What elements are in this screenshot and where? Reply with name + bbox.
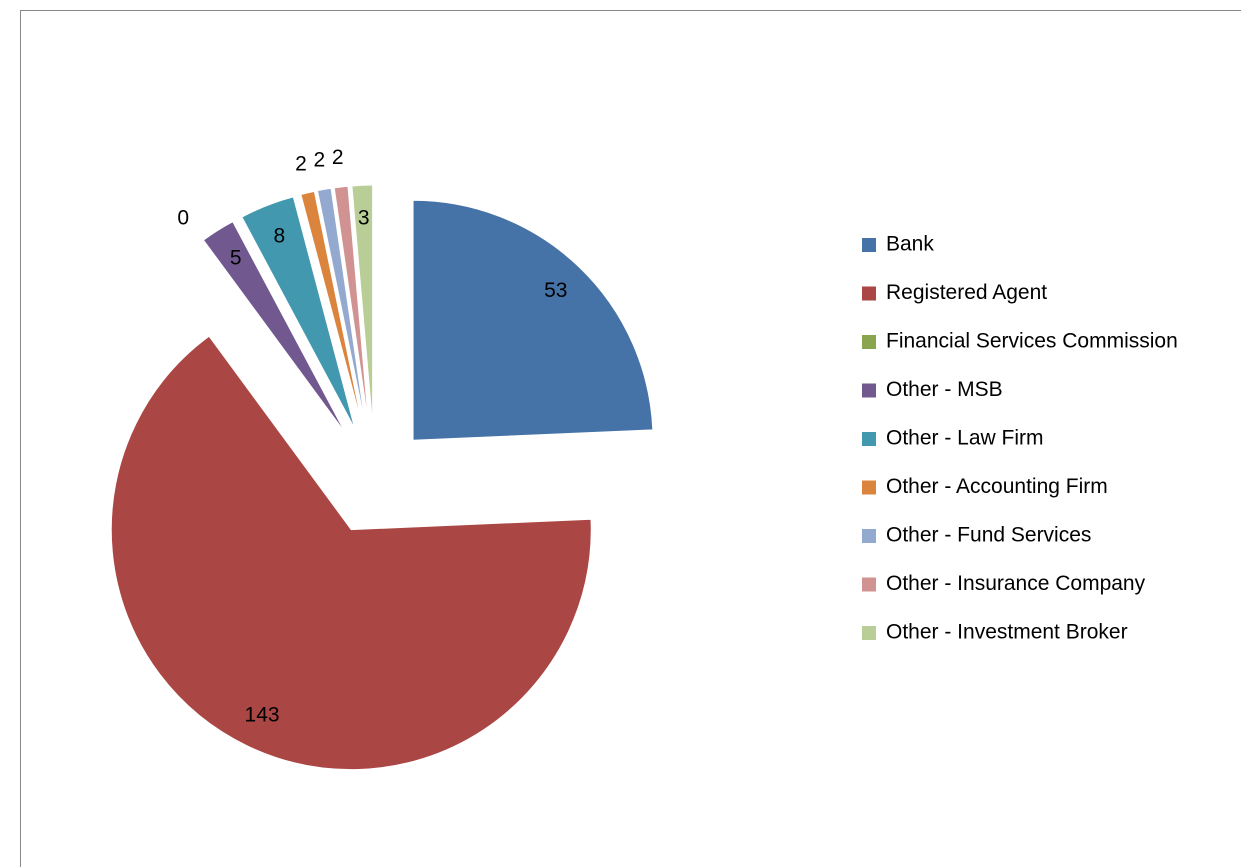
legend-swatch <box>862 432 876 446</box>
data-label: 8 <box>273 224 285 247</box>
legend-swatch <box>862 529 876 543</box>
data-label: 2 <box>332 146 344 169</box>
legend-label: Other - Investment Broker <box>886 621 1128 644</box>
legend-label: Other - MSB <box>886 378 1003 401</box>
pie-slice <box>202 221 347 434</box>
legend-label: Bank <box>886 233 934 256</box>
data-label: 5 <box>230 246 242 269</box>
data-label: 2 <box>295 152 307 175</box>
data-label: 143 <box>245 703 280 726</box>
pie-slice <box>351 184 374 426</box>
legend-label: Registered Agent <box>886 281 1047 304</box>
legend-swatch <box>862 383 876 398</box>
data-label: 0 <box>177 207 189 230</box>
legend-label: Other - Insurance Company <box>886 572 1146 595</box>
data-label: 53 <box>544 279 567 302</box>
data-label: 2 <box>313 149 325 172</box>
pie-slice <box>300 190 363 427</box>
data-label: 3 <box>358 206 370 229</box>
legend-swatch <box>862 238 876 252</box>
pie-slice <box>110 335 592 771</box>
pie-slice <box>241 196 356 430</box>
pie-slice <box>316 187 367 426</box>
legend-swatch <box>862 286 876 301</box>
legend-label: Other - Fund Services <box>886 524 1091 547</box>
legend-swatch <box>862 335 876 349</box>
legend-swatch <box>862 577 876 592</box>
legend-swatch <box>862 626 876 640</box>
pie-slice <box>412 199 654 441</box>
pie-slice <box>333 185 370 426</box>
legend-label: Financial Services Commission <box>886 330 1178 353</box>
legend-swatch <box>862 480 876 495</box>
legend-label: Other - Accounting Firm <box>886 475 1108 498</box>
legend-label: Other - Law Firm <box>886 427 1044 450</box>
